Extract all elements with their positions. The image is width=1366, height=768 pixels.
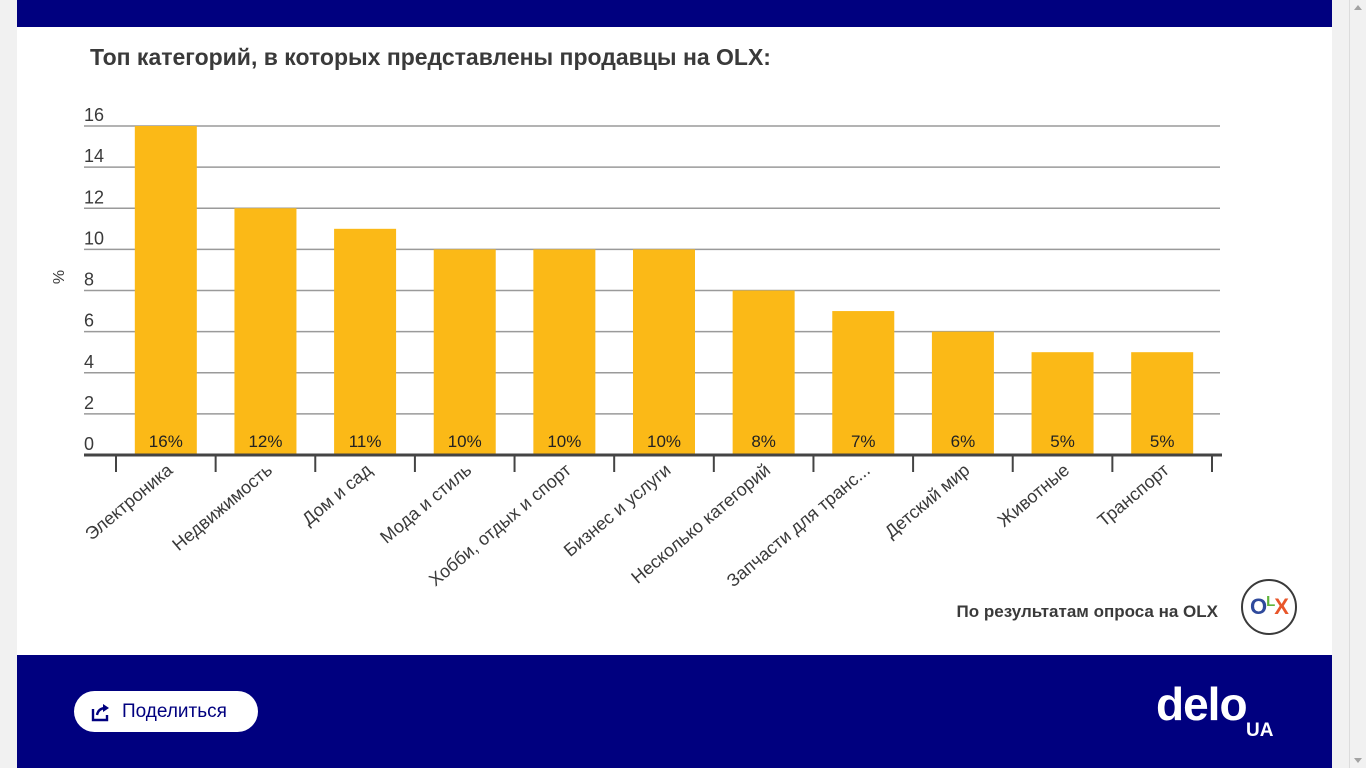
bar bbox=[134, 126, 197, 455]
delo-logo-word: delo bbox=[1156, 678, 1248, 730]
bar bbox=[234, 208, 297, 455]
bar bbox=[433, 249, 496, 455]
bar bbox=[931, 331, 994, 455]
y-tick-label: 14 bbox=[84, 146, 104, 166]
delo-ua-logo[interactable]: delo UA bbox=[1156, 678, 1286, 748]
bar-value-label: 6% bbox=[951, 432, 976, 451]
bar bbox=[334, 228, 397, 455]
bar-value-label: 5% bbox=[1150, 432, 1175, 451]
bar-value-label: 11% bbox=[349, 432, 382, 451]
top-bar bbox=[17, 0, 1332, 27]
bar bbox=[832, 311, 895, 455]
bar-value-label: 10% bbox=[647, 432, 681, 451]
x-category-label: Детский мир bbox=[881, 460, 974, 542]
vertical-scrollbar[interactable] bbox=[1349, 0, 1366, 768]
x-category-label: Электроника bbox=[81, 459, 177, 544]
bar-value-label: 5% bbox=[1050, 432, 1075, 451]
y-axis-label: % bbox=[51, 270, 68, 284]
y-tick-label: 4 bbox=[84, 352, 94, 372]
bar-value-label: 7% bbox=[851, 432, 876, 451]
bar-value-label: 10% bbox=[448, 432, 482, 451]
share-button[interactable]: Поделиться bbox=[74, 691, 258, 732]
source-note: По результатам опроса на OLX bbox=[956, 602, 1218, 621]
bar bbox=[633, 249, 695, 455]
bar bbox=[1131, 352, 1194, 455]
y-tick-label: 10 bbox=[84, 228, 104, 248]
x-category-label: Недвижимость bbox=[168, 460, 276, 555]
y-tick-label: 6 bbox=[84, 311, 94, 331]
bar-value-label: 8% bbox=[751, 432, 776, 451]
x-category-label: Мода и стиль bbox=[376, 460, 475, 548]
bar-value-label: 12% bbox=[248, 432, 282, 451]
bar bbox=[732, 290, 795, 455]
chart-title: Топ категорий, в которых представлены пр… bbox=[90, 44, 771, 70]
olx-logo-l: L bbox=[1266, 592, 1275, 610]
olx-logo-o: O bbox=[1250, 594, 1267, 619]
share-button-label: Поделиться bbox=[122, 700, 227, 722]
x-category-label: Транспорт bbox=[1094, 460, 1173, 531]
x-category-label: Дом и сад bbox=[298, 459, 376, 529]
delo-logo-suffix: UA bbox=[1246, 720, 1274, 741]
bar bbox=[533, 249, 596, 455]
y-tick-label: 2 bbox=[84, 393, 94, 413]
olx-logo-x: X bbox=[1274, 594, 1289, 619]
page-margin-right bbox=[1332, 0, 1349, 768]
x-category-label: Бизнес и услуги bbox=[560, 460, 675, 561]
bar bbox=[1031, 352, 1094, 455]
x-category-label: Животные bbox=[994, 460, 1073, 531]
y-tick-label: 8 bbox=[84, 270, 94, 290]
bar-value-label: 16% bbox=[149, 432, 183, 451]
bar-chart: 0 2 4 6 8 10 12 14 16% 16% Электроника 12% Недвижимо… bbox=[51, 105, 1222, 591]
page-margin-left bbox=[0, 0, 17, 768]
share-icon bbox=[90, 701, 112, 723]
y-tick-label: 0 bbox=[84, 434, 94, 454]
y-tick-label: 12 bbox=[84, 187, 104, 207]
scroll-up-arrow-icon[interactable] bbox=[1354, 5, 1362, 10]
y-tick-label: 16 bbox=[84, 105, 104, 125]
bar-value-label: 10% bbox=[547, 432, 581, 451]
scroll-down-arrow-icon[interactable] bbox=[1354, 758, 1362, 763]
